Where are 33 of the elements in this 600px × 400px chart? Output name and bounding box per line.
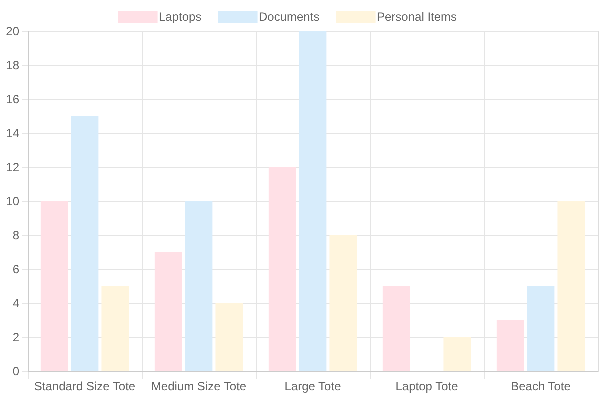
x-tick-label: Medium Size Tote	[151, 380, 247, 394]
x-tick-label: Laptop Tote	[396, 380, 459, 394]
bar	[40, 201, 68, 371]
bar	[558, 201, 586, 371]
bar	[299, 31, 327, 371]
y-tick-label: 4	[12, 296, 20, 310]
y-tick-label: 2	[12, 330, 20, 344]
bar	[216, 303, 244, 371]
bar	[71, 116, 99, 371]
bar	[154, 252, 182, 371]
y-tick-label: 0	[12, 364, 20, 378]
legend-label: Personal Items	[377, 10, 458, 24]
y-tick-label: 12	[6, 160, 20, 174]
bar	[102, 286, 130, 371]
bar	[268, 167, 296, 371]
bar	[527, 286, 555, 371]
legend-label: Laptops	[159, 10, 202, 24]
y-tick-label: 20	[6, 24, 20, 38]
y-tick-label: 16	[6, 92, 20, 106]
bar	[330, 235, 358, 371]
x-tick-label: Large Tote	[284, 380, 342, 394]
bar	[185, 201, 213, 371]
y-tick-label: 14	[6, 126, 20, 140]
y-tick-label: 10	[6, 194, 20, 208]
bar	[496, 320, 524, 371]
legend-label: Documents	[259, 10, 320, 24]
y-tick-label: 6	[12, 262, 20, 276]
y-tick-label: 8	[12, 228, 20, 242]
x-tick-label: Standard Size Tote	[34, 380, 136, 394]
x-tick-label: Beach Tote	[511, 380, 572, 394]
bar	[444, 337, 472, 371]
y-tick-label: 18	[6, 58, 20, 72]
bar	[382, 286, 410, 371]
